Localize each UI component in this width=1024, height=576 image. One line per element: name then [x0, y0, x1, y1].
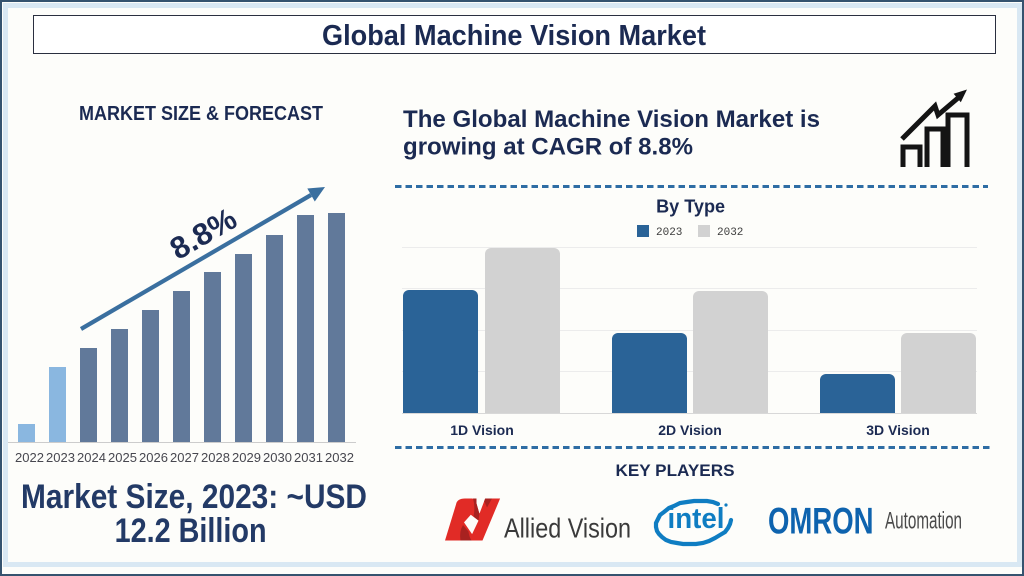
svg-text:12.2 Billion: 12.2 Billion [115, 512, 267, 550]
svg-text:Automation: Automation [885, 508, 962, 535]
svg-text:Market Size, 2023: ~USD: Market Size, 2023: ~USD [21, 478, 367, 516]
svg-text:Allied Vision: Allied Vision [504, 513, 631, 544]
svg-text:The Global Machine Vision Mark: The Global Machine Vision Market is [403, 106, 820, 133]
svg-text:KEY PLAYERS: KEY PLAYERS [616, 461, 735, 480]
svg-text:By Type: By Type [656, 196, 725, 216]
svg-text:OMRON: OMRON [768, 502, 874, 540]
svg-text:MARKET SIZE & FORECAST: MARKET SIZE & FORECAST [79, 102, 323, 125]
svg-text:Global Machine Vision Market: Global Machine Vision Market [322, 20, 706, 52]
svg-text:growing at CAGR of 8.8%: growing at CAGR of 8.8% [403, 134, 693, 161]
svg-text:intel: intel [668, 503, 725, 535]
